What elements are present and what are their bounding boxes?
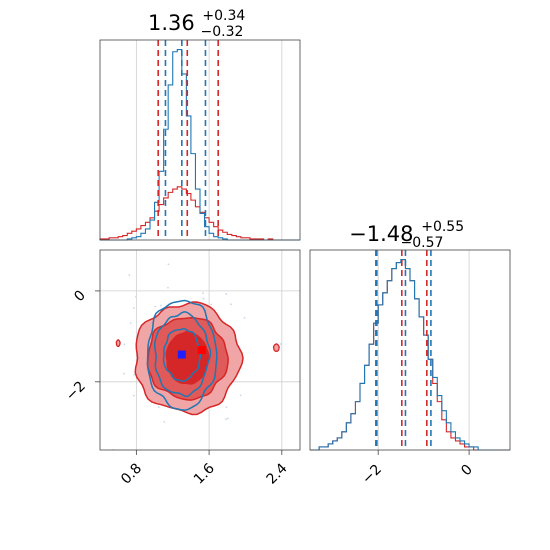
hist-panel-right: −1.48 +0.55 −0.57 −2 0 bbox=[309, 212, 511, 487]
contour-xtick-label: 2.4 bbox=[264, 460, 291, 487]
contour-scatter-point bbox=[133, 373, 136, 376]
hist-top-frame bbox=[99, 39, 301, 241]
hist-right-frame bbox=[309, 249, 511, 451]
hist-right-title: −1.48 +0.55 −0.57 bbox=[349, 212, 471, 251]
contour-scatter-point bbox=[128, 274, 131, 276]
blue-contour-mid bbox=[154, 311, 212, 398]
blue-contour-inner bbox=[162, 328, 202, 382]
contour-scatter-point bbox=[202, 297, 205, 300]
contour-scatter-point bbox=[123, 372, 125, 375]
hist-right-red-step bbox=[310, 258, 510, 451]
hist-right-xticks: −2 0 bbox=[359, 450, 476, 487]
hist-panel-top: 1.36 +0.34 −0.32 bbox=[99, 1, 301, 241]
hist-top-title: 1.36 +0.34 −0.32 bbox=[148, 1, 252, 40]
hist-top-title-value: 1.36 bbox=[148, 11, 195, 35]
hist-right-title-plus: +0.55 bbox=[421, 219, 464, 235]
contour-panel: 0.8 1.6 2.4 0 −2 bbox=[63, 249, 301, 488]
contour-ytick-label: 0 bbox=[71, 287, 89, 305]
contour-scatter-point bbox=[225, 406, 228, 409]
contour-marker-blue bbox=[177, 350, 186, 359]
hist-right-xtick-label: −2 bbox=[359, 462, 385, 488]
contour-scatter-point bbox=[279, 343, 282, 345]
contour-scatter-point bbox=[227, 417, 229, 420]
hist-top-title-plus: +0.34 bbox=[202, 8, 245, 24]
hist-top-quantiles bbox=[157, 40, 219, 240]
contour-yticks: 0 −2 bbox=[63, 287, 100, 404]
contour-scatter-point bbox=[167, 263, 170, 266]
contour-scatter-point bbox=[129, 322, 132, 324]
red-contour-island bbox=[115, 339, 121, 348]
hist-right-title-value: −1.48 bbox=[349, 222, 413, 246]
contour-scatter-point bbox=[123, 343, 126, 346]
hist-top-blue-step bbox=[100, 48, 300, 241]
contour-scatter-point bbox=[135, 295, 137, 298]
blue-contour-outer bbox=[146, 299, 218, 411]
hist-top-title-minus: −0.32 bbox=[201, 24, 244, 40]
contour-xtick-label: 1.6 bbox=[191, 460, 218, 487]
contour-scatter-point bbox=[243, 316, 246, 319]
contour-scatter-point bbox=[157, 406, 160, 409]
contour-scatter-point bbox=[239, 394, 242, 397]
hist-right-title-minus: −0.57 bbox=[401, 235, 444, 251]
hist-right-xtick-label: 0 bbox=[458, 462, 476, 480]
contour-layers bbox=[112, 263, 282, 450]
hist-top-grid bbox=[135, 40, 283, 240]
hist-top-red-step bbox=[99, 186, 300, 241]
hist-right-quantiles bbox=[375, 250, 432, 450]
contour-scatter-point bbox=[132, 394, 135, 397]
red-contour-island bbox=[272, 343, 280, 352]
contour-scatter-point bbox=[163, 420, 166, 423]
contour-scatter-point bbox=[159, 304, 162, 307]
contour-xticks: 0.8 1.6 2.4 bbox=[118, 450, 291, 488]
contour-scatter-point bbox=[202, 292, 205, 295]
contour-scatter-point bbox=[230, 303, 232, 306]
hist-top-series bbox=[99, 48, 300, 241]
contour-scatter-point bbox=[225, 418, 227, 421]
hist-right-blue-step bbox=[310, 258, 510, 451]
contour-frame bbox=[99, 249, 301, 451]
contour-scatter-point bbox=[154, 305, 157, 308]
contour-scatter-point bbox=[210, 303, 213, 306]
contour-scatter-point bbox=[167, 286, 169, 289]
contour-xtick-label: 0.8 bbox=[118, 461, 145, 488]
contour-scatter-point bbox=[132, 307, 135, 309]
hist-right-series bbox=[310, 258, 510, 451]
contour-scatter-point bbox=[225, 293, 228, 295]
contour-ytick-label: −2 bbox=[63, 378, 89, 404]
hist-right-grid bbox=[377, 250, 470, 450]
contour-marker-red bbox=[197, 346, 206, 354]
